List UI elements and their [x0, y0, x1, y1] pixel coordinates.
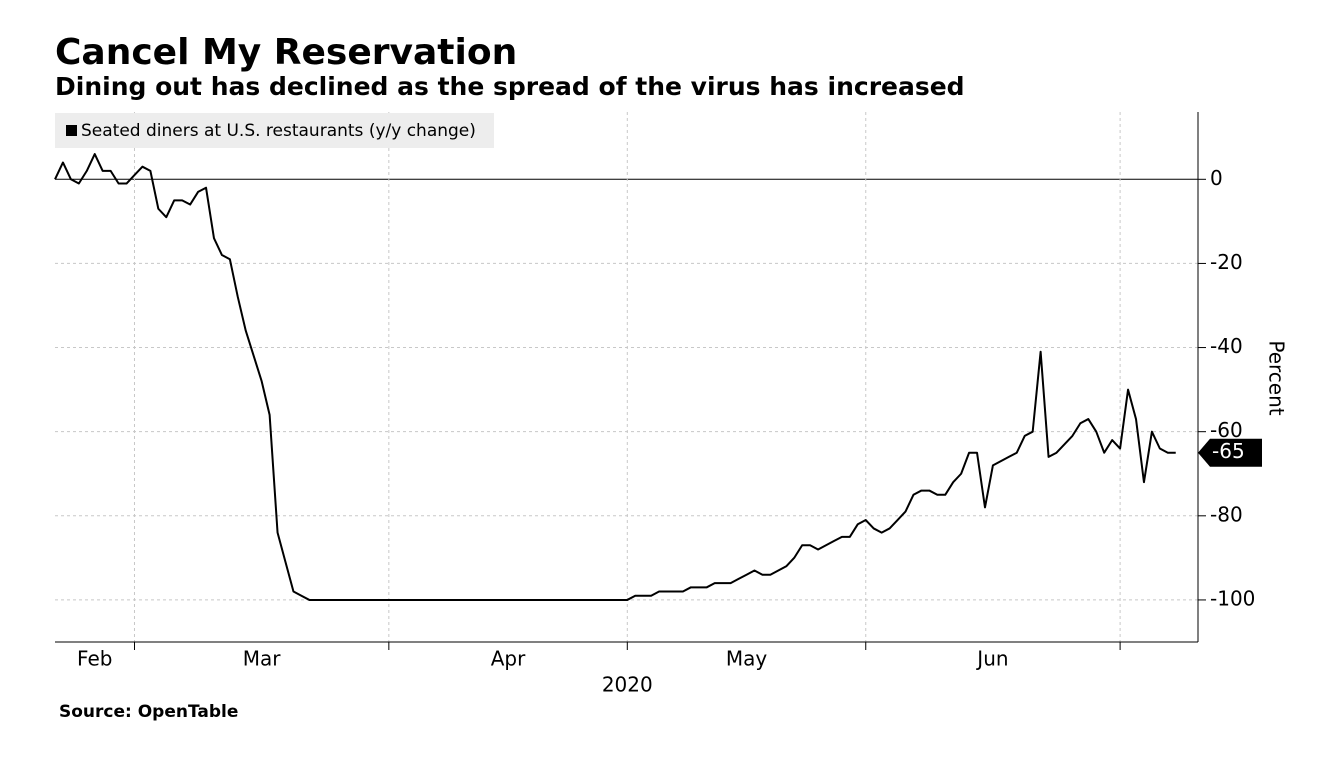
- chart-subtitle: Dining out has declined as the spread of…: [55, 72, 965, 101]
- y-tick-label: -100: [1210, 586, 1255, 610]
- source: Source: OpenTable: [59, 702, 238, 722]
- chart-title: Cancel My Reservation: [55, 32, 517, 73]
- legend-box: [55, 113, 494, 148]
- y-axis-label: Percent: [1265, 340, 1289, 415]
- y-tick-label: -60: [1210, 418, 1243, 442]
- legend-swatch: [66, 125, 77, 136]
- x-tick-label: Jun: [975, 647, 1008, 671]
- x-tick-label: Mar: [243, 647, 282, 671]
- y-tick-label: -80: [1210, 502, 1243, 526]
- x-tick-label: Apr: [491, 647, 526, 671]
- x-tick-label: May: [726, 647, 768, 671]
- y-tick-label: -20: [1210, 250, 1243, 274]
- y-tick-label: 0: [1210, 166, 1223, 190]
- last-value-label: -65: [1212, 439, 1245, 463]
- x-axis-label: 2020: [602, 673, 653, 697]
- last-value-tag: [1198, 438, 1262, 467]
- x-tick-label: Feb: [77, 647, 112, 671]
- legend-label: Seated diners at U.S. restaurants (y/y c…: [81, 121, 476, 141]
- line-series: [54, 153, 1176, 601]
- y-tick-label: -40: [1210, 334, 1243, 358]
